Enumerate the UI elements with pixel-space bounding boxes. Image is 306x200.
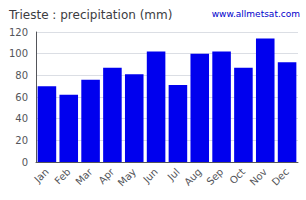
svg-text:60: 60 <box>15 92 28 103</box>
svg-text:Sep: Sep <box>204 166 225 187</box>
svg-text:40: 40 <box>15 113 28 124</box>
svg-text:Mar: Mar <box>73 165 95 187</box>
svg-text:Jun: Jun <box>140 166 160 186</box>
svg-text:May: May <box>116 166 138 188</box>
svg-text:100: 100 <box>9 48 28 59</box>
svg-text:www.allmetsat.com: www.allmetsat.com <box>212 9 300 19</box>
svg-text:Oct: Oct <box>227 166 247 186</box>
svg-text:Jul: Jul <box>165 166 182 183</box>
svg-text:Nov: Nov <box>248 166 270 188</box>
svg-text:Trieste : precipitation (mm): Trieste : precipitation (mm) <box>8 8 172 22</box>
svg-text:Aug: Aug <box>182 166 204 188</box>
svg-text:80: 80 <box>15 70 28 81</box>
svg-text:Apr: Apr <box>96 165 117 186</box>
svg-text:Feb: Feb <box>52 166 72 186</box>
svg-text:Dec: Dec <box>270 166 291 187</box>
svg-text:0: 0 <box>22 157 28 168</box>
svg-text:20: 20 <box>15 135 28 146</box>
svg-text:120: 120 <box>9 27 28 38</box>
svg-text:Jan: Jan <box>31 166 50 185</box>
